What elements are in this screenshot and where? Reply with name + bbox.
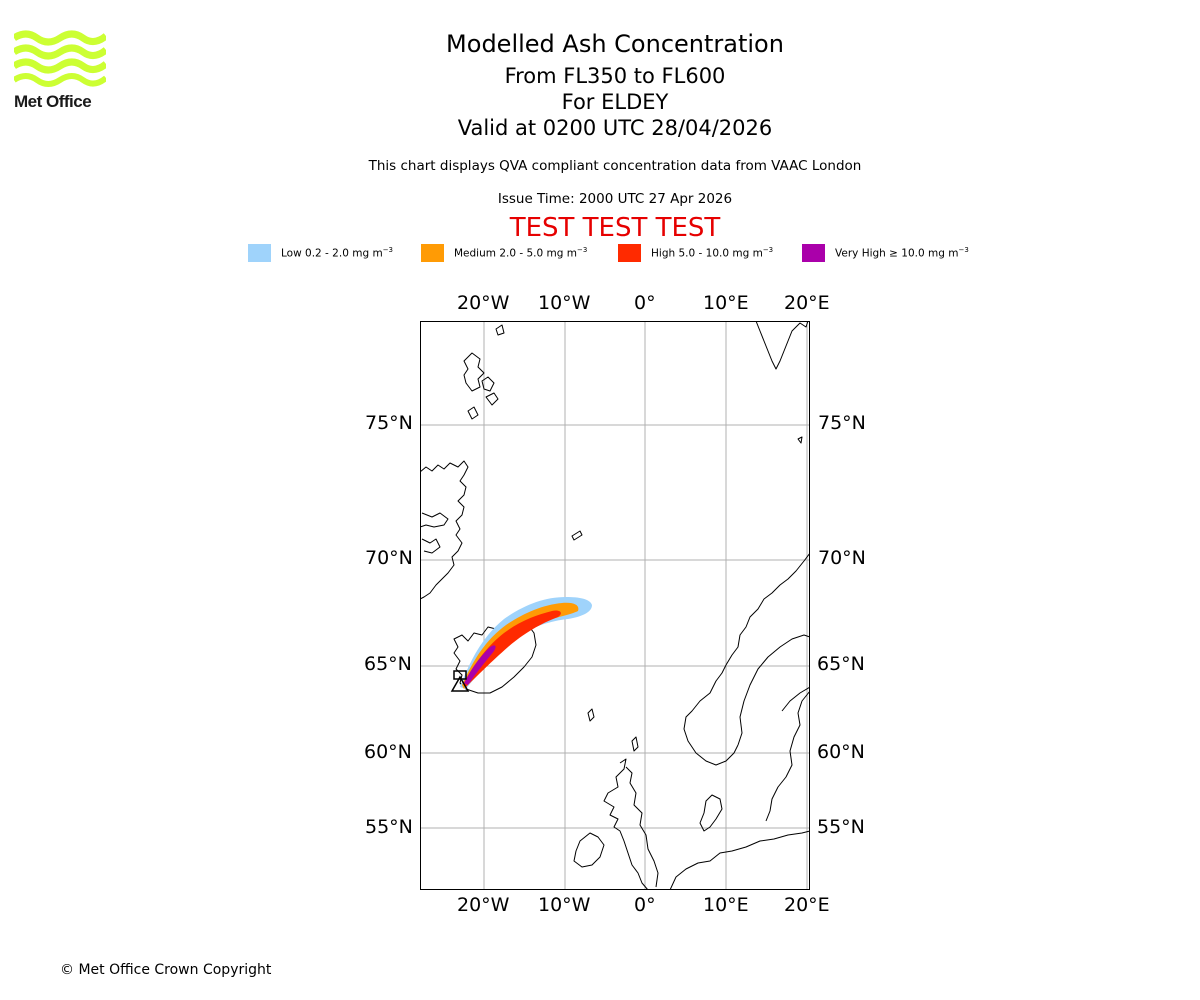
lon-label-top-10w: 10°W	[538, 292, 591, 314]
iceland	[453, 620, 537, 694]
test-banner: TEST TEST TEST	[509, 213, 721, 243]
map-canvas[interactable]	[420, 321, 810, 890]
greenland-coast	[420, 460, 469, 600]
plume-medium	[462, 602, 579, 689]
greenland-north-island	[495, 324, 505, 336]
map-border	[420, 321, 810, 890]
legend-label-high: High 5.0 - 10.0 mg m	[651, 247, 763, 260]
volcano-box-icon	[453, 670, 467, 680]
wave-logo-icon	[12, 30, 109, 87]
lat-label-left-65n: 65°N	[364, 653, 412, 675]
plume-low	[460, 597, 592, 689]
lat-label-left-55n: 55°N	[365, 816, 413, 838]
lat-label-right-70n: 70°N	[818, 547, 866, 569]
ash-plume	[460, 597, 592, 689]
legend-swatch-very-high	[802, 244, 825, 262]
logo-text: Met Office	[14, 92, 92, 111]
sweden-coast	[765, 690, 810, 822]
lat-label-right-60n: 60°N	[817, 741, 865, 763]
continental-coast	[669, 830, 810, 890]
graticule	[420, 321, 810, 890]
lon-label-bottom-20e: 20°E	[784, 894, 830, 916]
lon-label-top-0: 0°	[634, 292, 656, 314]
flight-levels: From FL350 to FL600	[504, 64, 726, 88]
lat-label-right-75n: 75°N	[818, 412, 866, 434]
met-office-logo: Met Office	[12, 30, 109, 111]
lon-label-top-20e: 20°E	[784, 292, 830, 314]
lat-label-left-70n: 70°N	[365, 547, 413, 569]
triangle-icon[interactable]	[450, 670, 470, 692]
copyright: © Met Office Crown Copyright	[60, 962, 272, 978]
plume-very-high	[464, 645, 496, 685]
greenland-fjord	[420, 512, 449, 528]
legend-label-low: Low 0.2 - 2.0 mg m	[281, 247, 383, 260]
legend-item-high: High 5.0 - 10.0 mg m−3	[618, 244, 773, 262]
norway-sweden-border	[737, 634, 810, 746]
greenland-north-island	[467, 406, 479, 420]
legend-swatch-low	[248, 244, 271, 262]
norway-coast	[683, 552, 810, 766]
jan-mayen	[571, 530, 583, 541]
ireland	[573, 832, 605, 868]
finland-coast	[781, 686, 810, 712]
denmark	[699, 794, 723, 832]
faroe-islands	[587, 708, 595, 722]
legend-label-very-high: Very High ≥ 10.0 mg m	[835, 247, 959, 260]
lat-label-right-65n: 65°N	[817, 653, 865, 675]
chart-title: Modelled Ash Concentration	[446, 30, 784, 58]
volcano-triangle-icon	[450, 675, 470, 692]
lat-label-left-60n: 60°N	[364, 741, 412, 763]
lat-label-right-55n: 55°N	[817, 816, 865, 838]
lon-label-top-10e: 10°E	[703, 292, 749, 314]
svalbard	[755, 321, 809, 370]
great-britain-west	[603, 758, 649, 890]
qva-note: This chart displays QVA compliant concen…	[368, 158, 862, 174]
lon-label-bottom-0: 0°	[634, 894, 656, 916]
greenland-fjord	[421, 538, 441, 554]
legend-item-low: Low 0.2 - 2.0 mg m−3	[248, 244, 393, 262]
great-britain-east	[625, 766, 659, 888]
lon-label-bottom-10e: 10°E	[703, 894, 749, 916]
legend-item-medium: Medium 2.0 - 5.0 mg m−3	[421, 244, 587, 262]
legend-swatch-medium	[421, 244, 444, 262]
lon-label-bottom-10w: 10°W	[538, 894, 591, 916]
bear-island	[797, 436, 803, 444]
legend-label-medium: Medium 2.0 - 5.0 mg m	[454, 247, 577, 260]
volcano-name: For ELDEY	[561, 90, 669, 114]
ash-map[interactable]	[420, 321, 810, 890]
map-background	[420, 321, 810, 890]
greenland-north-island	[481, 376, 495, 392]
legend-swatch-high	[618, 244, 641, 262]
legend-item-very-high: Very High ≥ 10.0 mg m−3	[802, 244, 969, 262]
legend: Low 0.2 - 2.0 mg m−3 Medium 2.0 - 5.0 mg…	[0, 244, 1200, 264]
lat-label-left-75n: 75°N	[365, 412, 413, 434]
greenland-north-island	[485, 392, 499, 406]
coastlines	[420, 321, 810, 890]
lon-label-top-20w: 20°W	[457, 292, 510, 314]
valid-time: Valid at 0200 UTC 28/04/2026	[457, 116, 773, 140]
shetland	[631, 736, 639, 752]
plume-high	[464, 610, 561, 687]
greenland-north-island	[463, 352, 485, 392]
issue-time: Issue Time: 2000 UTC 27 Apr 2026	[497, 191, 733, 207]
lon-label-bottom-20w: 20°W	[457, 894, 510, 916]
